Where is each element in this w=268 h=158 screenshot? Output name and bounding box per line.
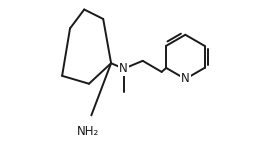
Text: NH₂: NH₂ [77,125,99,138]
Text: N: N [119,62,128,75]
Text: N: N [181,73,190,85]
